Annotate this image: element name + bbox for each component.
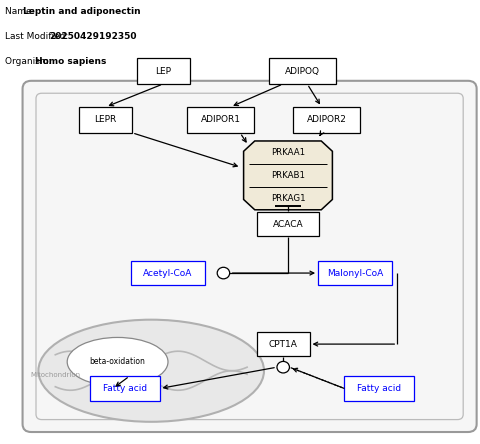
Text: Acetyl-CoA: Acetyl-CoA xyxy=(144,269,192,278)
Text: Mitochondrion: Mitochondrion xyxy=(30,372,80,378)
Ellipse shape xyxy=(38,320,264,422)
Bar xyxy=(293,107,360,133)
Text: PRKAA1: PRKAA1 xyxy=(271,148,305,157)
Bar xyxy=(187,107,254,133)
Text: LEPR: LEPR xyxy=(95,115,117,124)
Bar xyxy=(137,58,190,84)
Polygon shape xyxy=(243,141,332,210)
Text: Name:: Name: xyxy=(5,7,37,16)
Bar xyxy=(131,261,205,285)
Circle shape xyxy=(277,361,289,373)
Bar xyxy=(318,261,392,285)
FancyBboxPatch shape xyxy=(23,81,477,432)
Text: Last Modified:: Last Modified: xyxy=(5,32,71,41)
Text: ADIPOR1: ADIPOR1 xyxy=(201,115,241,124)
Bar xyxy=(257,332,310,356)
Text: PRKAB1: PRKAB1 xyxy=(271,171,305,180)
Bar xyxy=(257,212,319,236)
Text: CPT1A: CPT1A xyxy=(269,340,298,349)
Bar xyxy=(345,377,414,400)
Text: Malonyl-CoA: Malonyl-CoA xyxy=(327,269,384,278)
Text: beta-oxidation: beta-oxidation xyxy=(90,357,145,366)
Text: LEP: LEP xyxy=(155,67,171,75)
Text: 20250429192350: 20250429192350 xyxy=(49,32,137,41)
Text: PRKAG1: PRKAG1 xyxy=(271,194,305,203)
Ellipse shape xyxy=(67,337,168,386)
Text: ACACA: ACACA xyxy=(273,220,303,229)
Text: Homo sapiens: Homo sapiens xyxy=(35,57,106,66)
Text: ADIPOR2: ADIPOR2 xyxy=(306,115,347,124)
Text: ADIPOQ: ADIPOQ xyxy=(285,67,320,75)
Text: Leptin and adiponectin: Leptin and adiponectin xyxy=(23,7,140,16)
Bar xyxy=(90,377,159,400)
Text: Fatty acid: Fatty acid xyxy=(357,384,401,393)
Text: Organism:: Organism: xyxy=(5,57,54,66)
Bar xyxy=(269,58,336,84)
Circle shape xyxy=(217,267,229,279)
Text: Fatty acid: Fatty acid xyxy=(103,384,147,393)
Bar xyxy=(79,107,132,133)
